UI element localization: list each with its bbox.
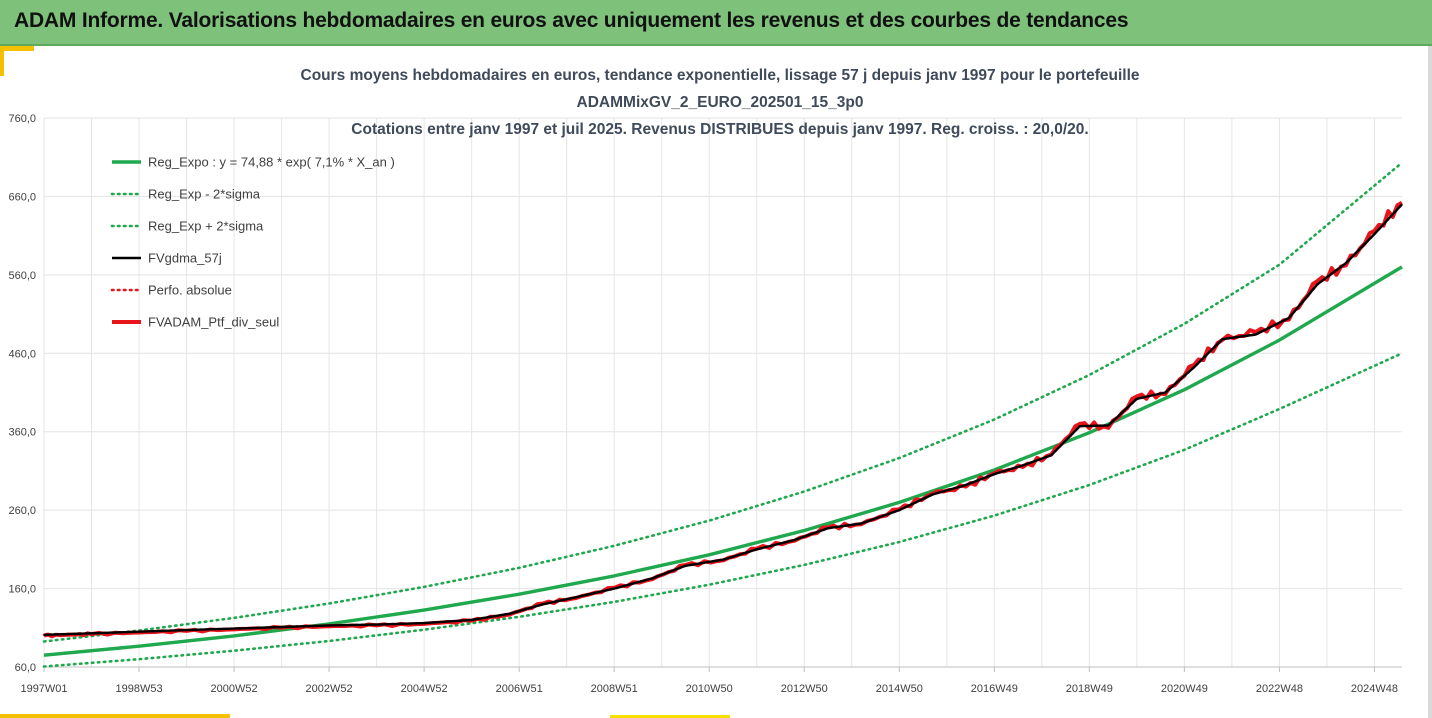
x-tick-label: 2020W49 [1161,683,1208,695]
legend-item[interactable]: Reg_Exp + 2*sigma [110,219,264,234]
y-tick-label: 560,0 [8,270,36,282]
x-tick-label: 1998W53 [115,683,162,695]
series-line-5 [43,200,1403,639]
chart-area: Cours moyens hebdomadaires en euros, ten… [8,67,1404,695]
series-line-0 [43,265,1403,657]
x-axis: 1997W01 1998W53 2000W52 2002W52 2004W52 2006W… [20,666,1402,695]
legend-item[interactable]: FVADAM_Ptf_div_seul [112,315,279,330]
x-tick-label: 2010W50 [686,683,733,695]
legend-label: FVgdma_57j [148,251,222,266]
series-line-1 [42,352,1404,668]
legend-item[interactable]: Perfo. absolue [110,283,232,298]
x-tick-label: 2000W52 [211,683,258,695]
legend[interactable]: Reg_Expo : y = 74,88 * exp( 7,1% * X_an … [110,155,395,330]
series-line-4 [42,203,1404,637]
chart-frame-edge [1428,46,1432,718]
x-tick-label: 2016W49 [971,683,1018,695]
accent-bar-left [0,46,4,76]
accent-bar-bottom [0,714,230,718]
y-tick-label: 760,0 [8,113,36,125]
legend-label: Reg_Expo : y = 74,88 * exp( 7,1% * X_an … [148,155,395,170]
page-title: ADAM Informe. Valorisations hebdomadaire… [14,9,1129,32]
chart-title-line-1: Cours moyens hebdomadaires en euros, ten… [301,67,1140,84]
x-tick-label: 2004W52 [401,683,448,695]
legend-label: Perfo. absolue [148,283,232,298]
x-tick-label: 2008W51 [591,683,638,695]
legend-label: FVADAM_Ptf_div_seul [148,315,279,330]
x-tick-label: 1997W01 [20,683,67,695]
x-tick-label: 2012W50 [781,683,828,695]
x-tick-label: 2014W50 [876,683,923,695]
y-tick-label: 60,0 [15,662,36,674]
series-line-2 [42,161,1404,643]
plot-lines [42,161,1404,668]
x-tick-label: 2006W51 [496,683,543,695]
x-tick-label: 2022W48 [1256,683,1303,695]
legend-label: Reg_Exp - 2*sigma [148,187,261,202]
series-line-3 [43,203,1403,636]
y-tick-label: 260,0 [8,505,36,517]
accent-bar-top [0,46,34,51]
legend-label: Reg_Exp + 2*sigma [148,219,264,234]
y-tick-label: 160,0 [8,584,36,596]
x-tick-label: 2018W49 [1066,683,1113,695]
legend-item[interactable]: Reg_Expo : y = 74,88 * exp( 7,1% * X_an … [112,155,395,170]
x-tick-label: 2002W52 [306,683,353,695]
y-tick-label: 360,0 [8,427,36,439]
chart-title-block: Cours moyens hebdomadaires en euros, ten… [301,67,1140,138]
y-tick-label: 660,0 [8,191,36,203]
x-tick-label: 2024W48 [1351,683,1398,695]
y-axis: 60,0 160,0 260,0 360,0 460,0 560,0 660,0 760,0 [8,113,36,674]
legend-item[interactable]: FVgdma_57j [112,251,222,266]
y-tick-label: 460,0 [8,348,36,360]
chart-title-line-3: Cotations entre janv 1997 et juil 2025. … [351,121,1088,138]
legend-item[interactable]: Reg_Exp - 2*sigma [110,187,261,202]
chart-title-line-2: ADAMMixGV_2_EURO_202501_15_3p0 [577,94,864,111]
header-banner: ADAM Informe. Valorisations hebdomadaire… [0,0,1432,46]
accent-bar-bottom-mid [610,715,730,718]
